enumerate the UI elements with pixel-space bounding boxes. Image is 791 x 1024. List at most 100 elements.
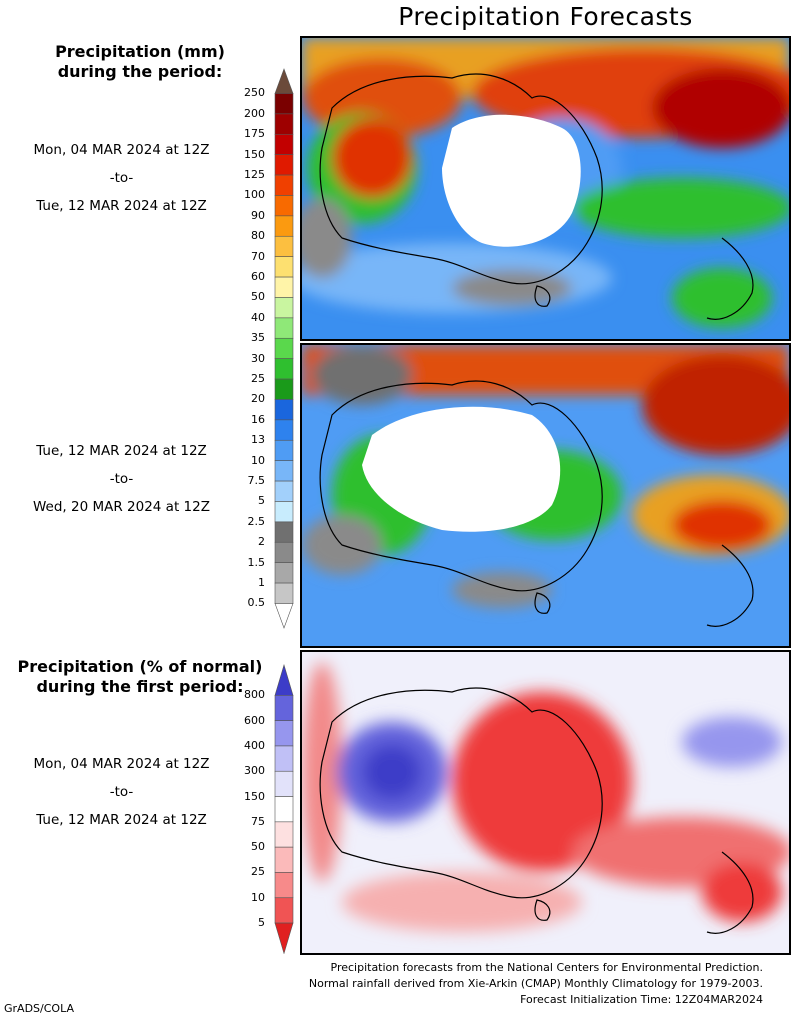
precip-header-line1: Precipitation (mm) <box>55 42 225 61</box>
period3-label: Mon, 04 MAR 2024 at 12Z -to- Tue, 12 MAR… <box>0 750 243 834</box>
colorbar-segment <box>274 480 294 502</box>
colorbar-segment <box>274 93 294 115</box>
colorbar-segment <box>274 460 294 482</box>
colorbar-tick-label: 600 <box>244 713 265 727</box>
colorbar-tick-label: 60 <box>251 270 265 284</box>
colorbar-svg <box>274 663 294 955</box>
colorbar-tick-label: 35 <box>251 331 265 345</box>
colorbar-segment <box>274 154 294 176</box>
period1-end: Tue, 12 MAR 2024 at 12Z <box>36 198 207 214</box>
colorbar-segment <box>274 419 294 441</box>
period3-end: Tue, 12 MAR 2024 at 12Z <box>36 812 207 828</box>
colorbar-tick-label: 400 <box>244 738 265 752</box>
page-title: Precipitation Forecasts <box>398 2 693 31</box>
colorbar-svg <box>274 68 294 629</box>
precip-header: Precipitation (mm) during the period: <box>20 42 260 82</box>
colorbar-segment <box>274 501 294 523</box>
colorbar-tick-label: 13 <box>251 433 265 447</box>
colorbar-tick-label: 70 <box>251 249 265 263</box>
colorbar-segment <box>274 922 294 955</box>
colorbar-tick-label: 20 <box>251 392 265 406</box>
colorbar-segment <box>274 541 294 563</box>
precip-map-period2 <box>300 343 791 648</box>
period3-start: Mon, 04 MAR 2024 at 12Z <box>33 756 210 772</box>
colorbar-segment <box>274 439 294 461</box>
period2-end: Wed, 20 MAR 2024 at 12Z <box>33 499 210 515</box>
colorbar-segment <box>274 174 294 196</box>
colorbar-segment <box>274 68 294 94</box>
precip-colorbar <box>274 68 294 633</box>
footer-line2: Normal rainfall derived from Xie-Arkin (… <box>308 977 763 990</box>
colorbar-tick-label: 175 <box>244 127 265 141</box>
colorbar-segment <box>274 195 294 217</box>
period1-label: Mon, 04 MAR 2024 at 12Z -to- Tue, 12 MAR… <box>0 136 243 220</box>
colorbar-tick-label: 150 <box>244 789 265 803</box>
colorbar-segment <box>274 720 294 747</box>
colorbar-tick-label: 5 <box>258 494 265 508</box>
period2-start: Tue, 12 MAR 2024 at 12Z <box>36 443 207 459</box>
colorbar-tick-label: 10 <box>251 890 265 904</box>
colorbar-segment <box>274 663 294 696</box>
colorbar-segment <box>274 846 294 873</box>
colorbar-tick-label: 50 <box>251 290 265 304</box>
footer-line1: Precipitation forecasts from the Nationa… <box>330 961 764 974</box>
colorbar-segment <box>274 521 294 543</box>
footer-line3: Forecast Initialization Time: 12Z04MAR20… <box>520 993 763 1006</box>
period2-label: Tue, 12 MAR 2024 at 12Z -to- Wed, 20 MAR… <box>0 437 243 521</box>
colorbar-tick-label: 300 <box>244 764 265 778</box>
percent-header-line2: during the first period: <box>36 677 244 696</box>
colorbar-tick-label: 100 <box>244 188 265 202</box>
colorbar-segment <box>274 872 294 899</box>
colorbar-segment <box>274 215 294 237</box>
colorbar-tick-label: 2.5 <box>247 514 266 528</box>
colorbar-segment <box>274 582 294 604</box>
colorbar-segment <box>274 276 294 298</box>
colorbar-tick-label: 16 <box>251 412 265 426</box>
grads-credit: GrADS/COLA <box>4 1002 74 1015</box>
footer-notes: Precipitation forecasts from the Nationa… <box>309 960 763 1008</box>
colorbar-segment <box>274 133 294 155</box>
colorbar-segment <box>274 897 294 924</box>
colorbar-segment <box>274 256 294 278</box>
colorbar-segment <box>274 317 294 339</box>
colorbar-segment <box>274 235 294 257</box>
percent-normal-map <box>300 650 791 955</box>
colorbar-segment <box>274 603 294 629</box>
colorbar-tick-label: 1 <box>258 576 265 590</box>
colorbar-tick-label: 10 <box>251 453 265 467</box>
colorbar-segment <box>274 695 294 721</box>
colorbar-segment <box>274 297 294 319</box>
colorbar-tick-label: 1.5 <box>247 555 266 569</box>
colorbar-tick-label: 7.5 <box>247 474 266 488</box>
period1-start: Mon, 04 MAR 2024 at 12Z <box>33 142 210 158</box>
period1-to: -to- <box>109 170 134 186</box>
colorbar-tick-label: 75 <box>251 814 265 828</box>
colorbar-segment <box>274 821 294 848</box>
colorbar-segment <box>274 399 294 421</box>
colorbar-tick-label: 50 <box>251 840 265 854</box>
precip-map-period1 <box>300 36 791 341</box>
colorbar-segment <box>274 358 294 380</box>
period2-to: -to- <box>109 471 134 487</box>
period3-to: -to- <box>109 784 134 800</box>
colorbar-tick-label: 80 <box>251 229 265 243</box>
colorbar-segment <box>274 113 294 135</box>
colorbar-tick-label: 90 <box>251 208 265 222</box>
percent-header-line1: Precipitation (% of normal) <box>17 657 263 676</box>
colorbar-tick-label: 125 <box>244 168 265 182</box>
percent-header: Precipitation (% of normal) during the f… <box>8 657 272 697</box>
colorbar-segment <box>274 770 294 797</box>
colorbar-tick-label: 30 <box>251 351 265 365</box>
colorbar-tick-label: 25 <box>251 372 265 386</box>
colorbar-tick-label: 25 <box>251 865 265 879</box>
percent-colorbar <box>274 663 294 958</box>
colorbar-tick-label: 2 <box>258 535 265 549</box>
colorbar-tick-label: 800 <box>244 688 265 702</box>
colorbar-tick-label: 40 <box>251 310 265 324</box>
colorbar-segment <box>274 796 294 823</box>
precip-header-line2: during the period: <box>57 62 223 81</box>
colorbar-tick-label: 200 <box>244 106 265 120</box>
colorbar-tick-label: 150 <box>244 147 265 161</box>
colorbar-segment <box>274 745 294 772</box>
colorbar-segment <box>274 562 294 584</box>
